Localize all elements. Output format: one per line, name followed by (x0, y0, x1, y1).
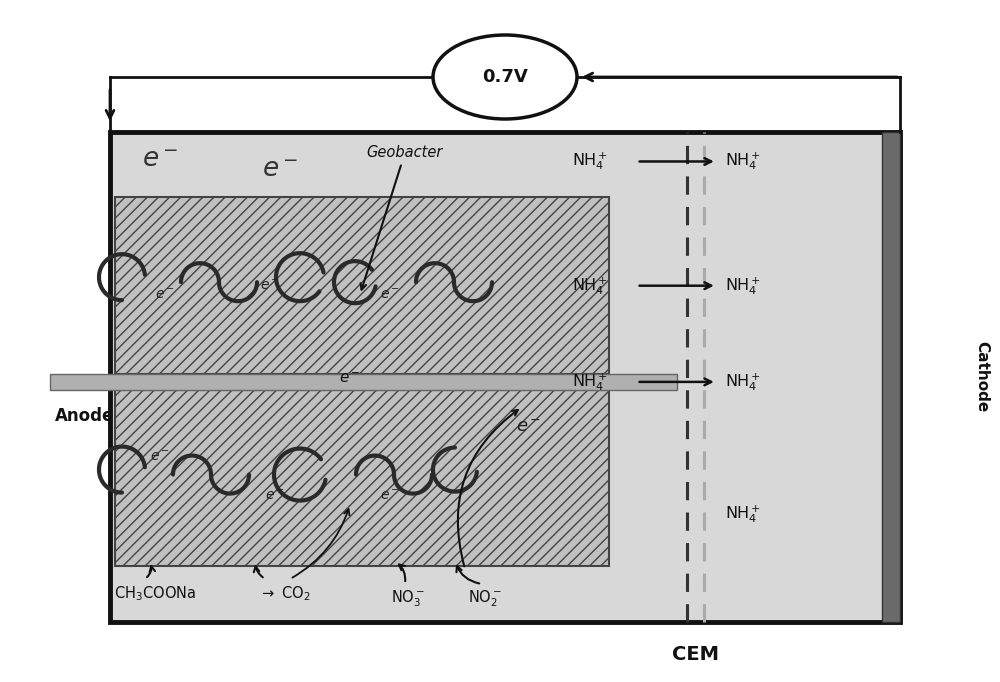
Text: e$^-$: e$^-$ (260, 279, 280, 293)
Text: NH$_4^+$: NH$_4^+$ (572, 275, 608, 297)
Text: e$^-$: e$^-$ (150, 450, 170, 464)
Text: e$^-$: e$^-$ (516, 418, 540, 436)
Text: e$^-$: e$^-$ (155, 288, 175, 301)
Ellipse shape (433, 35, 577, 119)
Text: NH$_4^+$: NH$_4^+$ (725, 503, 761, 525)
Bar (115, 390, 609, 566)
Bar (882, 132, 900, 622)
Text: e$^-$: e$^-$ (380, 489, 400, 503)
Text: e$^-$: e$^-$ (265, 489, 285, 503)
Text: e$^-$: e$^-$ (262, 157, 298, 183)
Text: NH$_4^+$: NH$_4^+$ (725, 151, 761, 173)
Text: e$^-$: e$^-$ (380, 288, 400, 301)
Text: NH$_4^+$: NH$_4^+$ (725, 371, 761, 393)
Text: $\rightarrow$ CO$_2$: $\rightarrow$ CO$_2$ (259, 584, 311, 604)
Text: NO$_2^-$: NO$_2^-$ (468, 589, 502, 609)
Text: NO$_3^-$: NO$_3^-$ (391, 589, 425, 609)
Text: NH$_4^+$: NH$_4^+$ (572, 371, 608, 393)
Text: e$^-$: e$^-$ (339, 372, 361, 387)
Text: e$^-$: e$^-$ (142, 147, 178, 173)
Bar (110, 132, 900, 622)
Bar (50, 374, 677, 390)
Text: NH$_4^+$: NH$_4^+$ (572, 151, 608, 173)
Text: Geobacter: Geobacter (361, 145, 443, 290)
Text: Anode: Anode (55, 407, 114, 425)
Text: CH$_3$COONa: CH$_3$COONa (114, 584, 196, 604)
Text: NH$_4^+$: NH$_4^+$ (725, 275, 761, 297)
Bar (115, 198, 609, 374)
Text: Cathode: Cathode (974, 342, 990, 413)
Text: CEM: CEM (672, 644, 719, 664)
Text: 0.7V: 0.7V (482, 68, 528, 86)
